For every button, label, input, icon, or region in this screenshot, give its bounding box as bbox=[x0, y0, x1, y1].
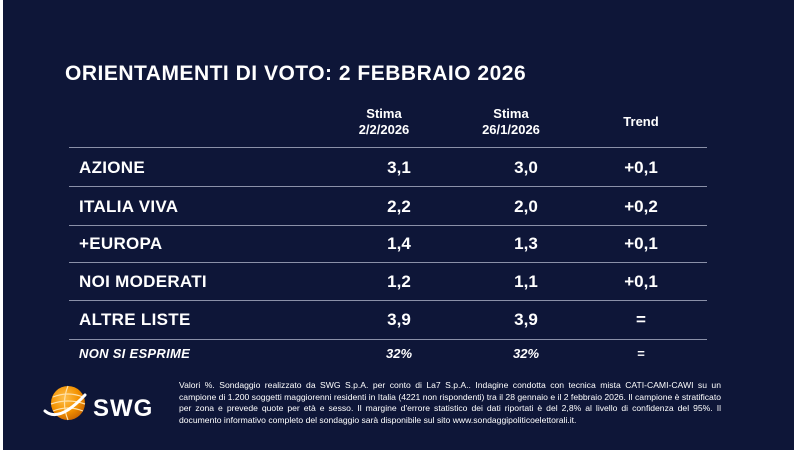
row-divider bbox=[69, 262, 707, 263]
value-previous: 3,9 bbox=[514, 310, 538, 329]
column-header-trend-label: Trend bbox=[623, 114, 659, 129]
value-trend: +0,1 bbox=[624, 272, 658, 291]
row-divider bbox=[69, 225, 707, 226]
page-title: ORIENTAMENTI DI VOTO: 2 FEBBRAIO 2026 bbox=[65, 62, 527, 85]
table-row: ALTRE LISTE 3,9 3,9 = bbox=[69, 301, 707, 339]
party-label: ITALIA VIVA bbox=[79, 197, 179, 216]
column-header-trend: Trend bbox=[596, 114, 686, 130]
party-label: NOI MODERATI bbox=[79, 272, 207, 291]
value-trend: +0,2 bbox=[624, 197, 658, 216]
value-trend: = bbox=[636, 310, 646, 329]
column-header-current: Stima 2/2/2026 bbox=[339, 106, 429, 138]
value-trend: +0,1 bbox=[624, 158, 658, 177]
row-divider bbox=[69, 300, 707, 301]
value-trend: +0,1 bbox=[624, 234, 658, 253]
footnote: Valori %. Sondaggio realizzato da SWG S.… bbox=[179, 380, 721, 425]
party-label: +EUROPA bbox=[79, 234, 163, 253]
table-row: ITALIA VIVA 2,2 2,0 +0,2 bbox=[69, 188, 707, 226]
value-current: 32% bbox=[385, 346, 413, 361]
column-header-previous-line2: 26/1/2026 bbox=[482, 122, 540, 137]
table-row: NON SI ESPRIME 32% 32% = bbox=[69, 339, 707, 377]
slide: ORIENTAMENTI DI VOTO: 2 FEBBRAIO 2026 St… bbox=[3, 0, 794, 450]
value-previous: 1,1 bbox=[514, 272, 538, 291]
value-previous: 1,3 bbox=[514, 234, 538, 253]
column-header-previous: Stima 26/1/2026 bbox=[466, 106, 556, 138]
party-label: NON SI ESPRIME bbox=[79, 346, 191, 361]
table-row: +EUROPA 1,4 1,3 +0,1 bbox=[69, 225, 707, 263]
table-row: NOI MODERATI 1,2 1,1 +0,1 bbox=[69, 263, 707, 301]
column-header-current-line2: 2/2/2026 bbox=[358, 122, 410, 137]
row-divider bbox=[69, 186, 707, 187]
value-previous: 2,0 bbox=[514, 197, 538, 216]
row-divider bbox=[69, 147, 707, 148]
value-trend: = bbox=[637, 346, 645, 361]
column-header-current-line1: Stima bbox=[366, 106, 402, 121]
value-current: 3,9 bbox=[387, 310, 411, 329]
table-row: AZIONE 3,1 3,0 +0,1 bbox=[69, 149, 707, 187]
value-current: 3,1 bbox=[387, 158, 411, 177]
value-previous: 32% bbox=[512, 346, 540, 361]
value-previous: 3,0 bbox=[514, 158, 538, 177]
party-label: AZIONE bbox=[79, 158, 146, 177]
row-divider bbox=[69, 339, 707, 340]
party-label: ALTRE LISTE bbox=[79, 310, 191, 329]
value-current: 1,4 bbox=[387, 234, 411, 253]
column-header-previous-line1: Stima bbox=[493, 106, 529, 121]
logo-text: SWG bbox=[93, 395, 154, 422]
value-current: 1,2 bbox=[387, 272, 411, 291]
swg-logo-icon bbox=[43, 385, 87, 421]
value-current: 2,2 bbox=[387, 197, 411, 216]
